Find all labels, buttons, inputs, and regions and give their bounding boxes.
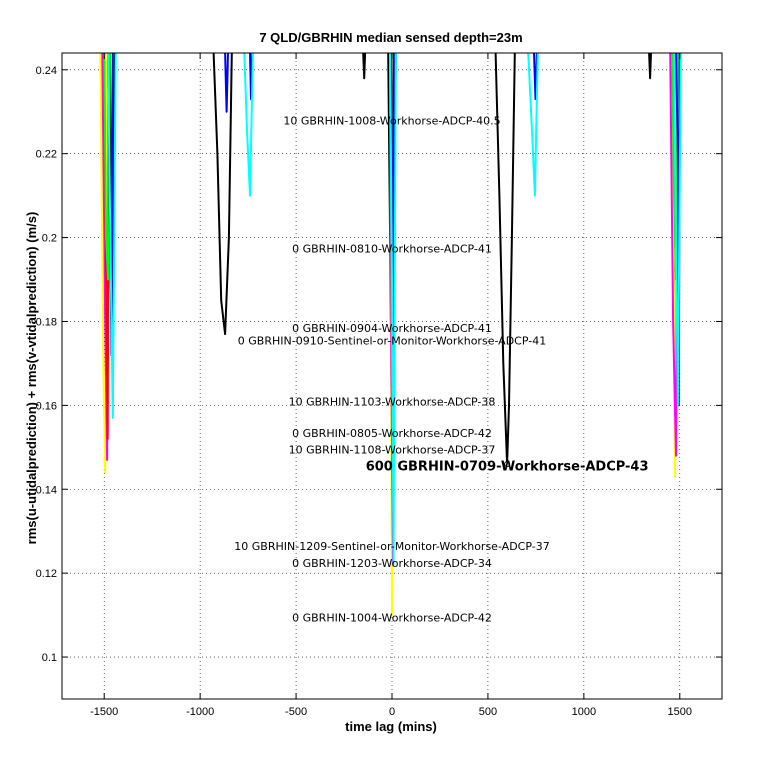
y-tick-label: 0.2 [42,233,57,245]
axis-ticks: -1500 -1000 -500 0 500 1000 1500 0.1 0.12 0.14 0.1… [36,53,722,718]
x-tick-label: -1000 [186,706,214,718]
annotation-label: 10 GBRHIN-1008-Workhorse-ADCP-40.5 [283,114,500,127]
series-line-3 [648,53,652,80]
annotation-label: 0 GBRHIN-0810-Workhorse-ADCP-41 [292,242,492,255]
series-line-26 [389,53,397,566]
series-group [99,53,682,617]
series-line-2 [362,53,367,80]
annotation-label: 0 GBRHIN-1004-Workhorse-ADCP-42 [292,611,492,624]
x-tick-label: 0 [389,706,395,718]
y-axis-label: rms(u-utidalprediction) + rms(v-vtidalpr… [24,212,39,545]
annotation-label: 0 GBRHIN-0805-Workhorse-ADCP-42 [292,427,492,440]
x-tick-label: 1000 [572,706,596,718]
series-line-0 [212,53,233,336]
x-tick-label: -500 [285,706,307,718]
x-tick-label: 500 [479,706,497,718]
annotation-label: 10 GBRHIN-1103-Workhorse-ADCP-38 [289,395,496,408]
annotation-label: 0 GBRHIN-1203-Workhorse-ADCP-34 [292,557,492,570]
y-tick-label: 0.12 [36,568,57,580]
y-tick-label: 0.22 [36,149,57,161]
y-tick-label: 0.18 [36,316,57,328]
annotations: 10 GBRHIN-1008-Workhorse-ADCP-40.5 0 GBRH… [234,114,648,624]
chart-title: 7 QLD/GBRHIN median sensed depth=23m [259,30,522,45]
series-line-24 [107,53,117,419]
annotation-label: 0 GBRHIN-0904-Workhorse-ADCP-41 [292,322,492,335]
series-line-19 [224,53,229,113]
annotation-label: 10 GBRHIN-1209-Sentinel-or-Monitor-Workh… [234,540,549,553]
series-line-25 [243,53,254,197]
x-tick-label: 1500 [668,706,692,718]
y-tick-label: 0.1 [42,652,57,664]
series-line-28 [673,53,682,407]
y-tick-label: 0.16 [36,400,57,412]
data-point-marker [504,461,511,468]
y-tick-label: 0.24 [36,65,57,77]
series-line-22 [533,53,538,101]
series-line-27 [527,53,539,197]
y-tick-label: 0.14 [36,484,57,496]
plot-area [99,53,682,617]
x-axis-label: time lag (mins) [345,719,437,734]
annotation-label: 600 GBRHIN-0709-Workhorse-ADCP-43 [366,459,649,474]
annotation-label: 0 GBRHIN-0910-Sentinel-or-Monitor-Workho… [238,335,546,348]
annotation-label: 10 GBRHIN-1108-Workhorse-ADCP-37 [289,444,496,457]
x-tick-label: -1500 [90,706,118,718]
